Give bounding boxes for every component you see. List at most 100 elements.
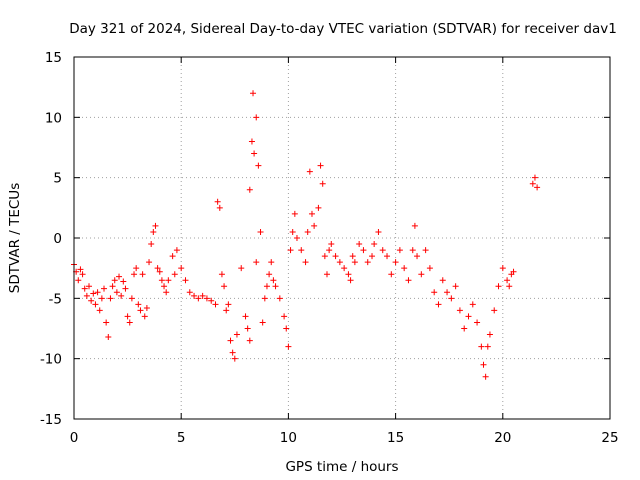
data-point — [227, 337, 234, 344]
y-tick-label: -10 — [40, 352, 62, 368]
data-point — [257, 228, 264, 235]
data-point — [499, 265, 506, 272]
data-point — [191, 292, 198, 299]
data-point — [469, 301, 476, 308]
data-point — [88, 297, 95, 304]
data-point — [158, 277, 165, 284]
data-point — [225, 301, 232, 308]
data-point — [128, 295, 135, 302]
data-point — [118, 292, 125, 299]
data-point — [103, 319, 110, 326]
data-point — [79, 271, 86, 278]
data-point — [173, 247, 180, 254]
data-point — [150, 228, 157, 235]
data-point — [336, 259, 343, 266]
data-point — [120, 278, 127, 285]
data-point — [98, 295, 105, 302]
data-point — [251, 150, 258, 157]
data-point — [195, 295, 202, 302]
data-point — [379, 247, 386, 254]
data-point — [86, 283, 93, 290]
data-point — [255, 162, 262, 169]
data-point — [266, 271, 273, 278]
x-tick-label: 25 — [601, 430, 618, 446]
data-point — [341, 265, 348, 272]
x-tick-label: 20 — [494, 430, 511, 446]
data-point — [349, 253, 356, 260]
data-point — [317, 162, 324, 169]
x-tick-label: 5 — [177, 430, 186, 446]
data-point — [221, 283, 228, 290]
data-point — [270, 277, 277, 284]
data-point — [171, 271, 178, 278]
data-point — [360, 247, 367, 254]
x-tick-label: 15 — [387, 430, 404, 446]
data-series-sdtvar — [71, 90, 541, 380]
data-point — [223, 307, 230, 314]
data-point — [491, 307, 498, 314]
data-point — [75, 277, 82, 284]
data-point — [414, 253, 421, 260]
data-point — [452, 283, 459, 290]
data-point — [101, 285, 108, 292]
data-point — [137, 307, 144, 314]
data-point — [482, 373, 489, 380]
data-point — [263, 283, 270, 290]
data-point — [283, 325, 290, 332]
data-point — [369, 253, 376, 260]
data-point — [506, 283, 513, 290]
data-point — [426, 265, 433, 272]
data-point — [238, 265, 245, 272]
data-point — [212, 301, 219, 308]
data-point — [281, 313, 288, 320]
data-point — [152, 222, 159, 229]
data-point — [261, 295, 268, 302]
data-point — [504, 277, 511, 284]
data-point — [253, 259, 260, 266]
data-point — [107, 295, 114, 302]
data-point — [478, 343, 485, 350]
data-point — [246, 186, 253, 193]
data-point — [253, 114, 260, 121]
data-point — [319, 180, 326, 187]
data-point — [291, 210, 298, 217]
data-point — [486, 331, 493, 338]
data-point — [268, 259, 275, 266]
data-point — [351, 259, 358, 266]
data-point — [148, 241, 155, 248]
data-point — [231, 355, 238, 362]
data-point — [347, 277, 354, 284]
data-point — [182, 277, 189, 284]
data-point — [375, 228, 382, 235]
data-point — [109, 283, 116, 290]
data-point — [323, 271, 330, 278]
x-axis-label: GPS time / hours — [285, 459, 398, 475]
data-point — [345, 271, 352, 278]
data-point — [146, 259, 153, 266]
data-point — [484, 343, 491, 350]
data-point — [285, 343, 292, 350]
data-point — [405, 277, 412, 284]
data-point — [371, 241, 378, 248]
axis-tick-labels: 0 5 10 15 20 25 -15 -10 -5 0 5 10 15 — [40, 50, 619, 446]
data-point — [154, 265, 161, 272]
data-point — [94, 289, 101, 296]
y-tick-label: 10 — [45, 110, 62, 126]
data-point — [308, 210, 315, 217]
data-point — [306, 168, 313, 175]
data-point — [311, 222, 318, 229]
data-point — [165, 277, 172, 284]
data-point — [229, 349, 236, 356]
data-point — [131, 271, 138, 278]
data-point — [141, 313, 148, 320]
data-point — [448, 295, 455, 302]
data-point — [332, 253, 339, 260]
data-point — [304, 228, 311, 235]
data-point — [534, 184, 541, 191]
data-point — [465, 313, 472, 320]
data-point — [259, 319, 266, 326]
data-point — [411, 222, 418, 229]
y-tick-label: -5 — [49, 291, 62, 307]
data-point — [208, 297, 215, 304]
